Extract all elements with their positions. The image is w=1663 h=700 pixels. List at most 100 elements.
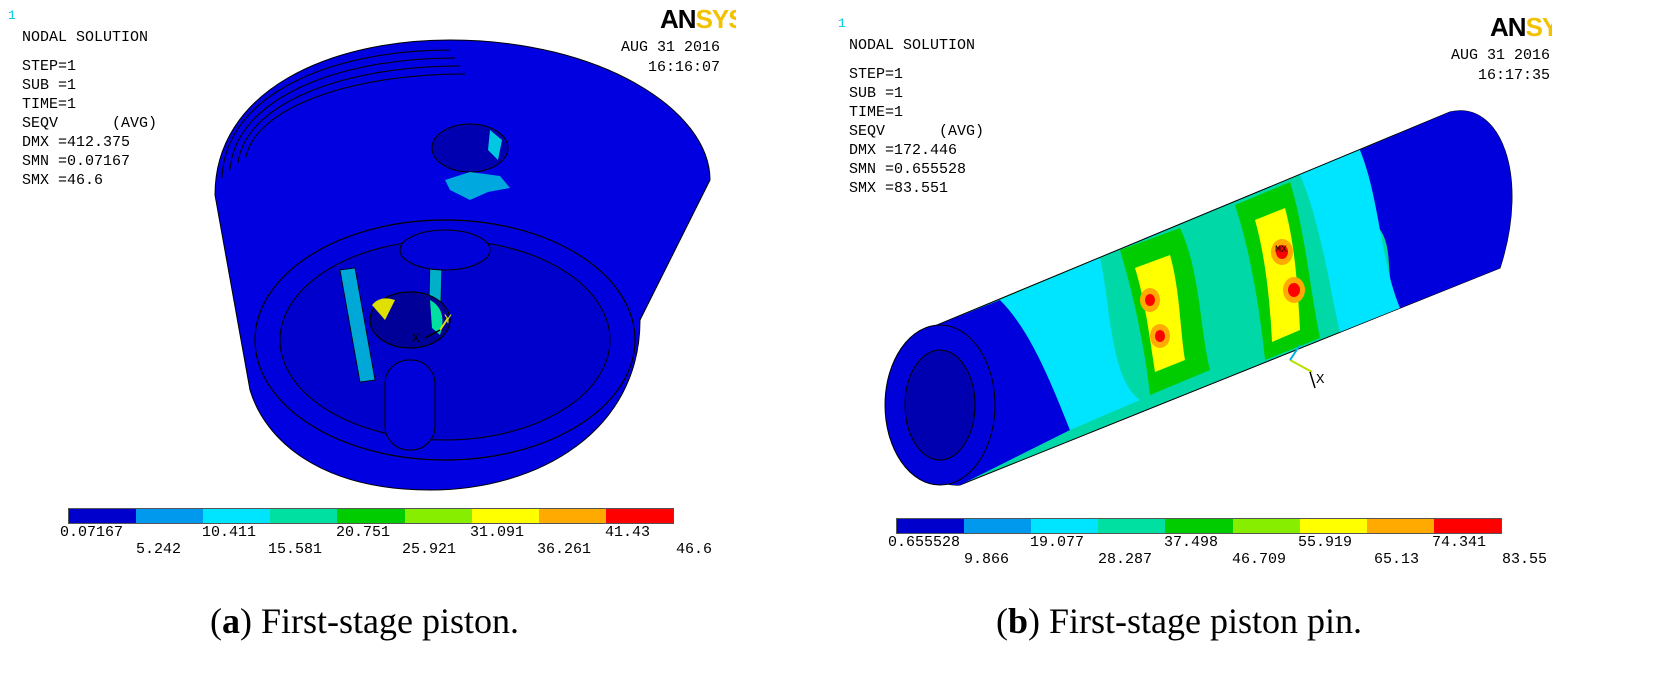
legend-label: 10.411 bbox=[202, 524, 257, 541]
hotspot-right-1-core bbox=[1276, 245, 1288, 259]
ring-groove-2 bbox=[229, 57, 456, 171]
legend-label: 36.261 bbox=[537, 541, 592, 558]
legend-label: 0.07167 bbox=[60, 524, 124, 541]
axis-label-x: X bbox=[412, 331, 420, 346]
axis-label-x: X bbox=[1316, 372, 1325, 388]
mx-marker: MX bbox=[1275, 245, 1287, 256]
time-label: TIME=1 bbox=[849, 104, 904, 121]
axis-line-x bbox=[424, 329, 441, 339]
time-label: TIME=1 bbox=[22, 96, 77, 113]
solution-title: NODAL SOLUTION bbox=[22, 29, 149, 46]
logo-part-b: SY bbox=[1525, 12, 1552, 42]
legend-label: 0.655528 bbox=[888, 534, 961, 551]
legend-label: 46.709 bbox=[1232, 551, 1287, 568]
legend-label: 25.921 bbox=[402, 541, 457, 558]
legend-band-4 bbox=[270, 509, 338, 523]
hotspot-left-1-core bbox=[1145, 294, 1155, 306]
smx-label: SMX =83.551 bbox=[849, 180, 949, 197]
cyan-band-right bbox=[1300, 150, 1400, 332]
contour-legend-bar bbox=[896, 518, 1502, 534]
legend-label: 55.919 bbox=[1298, 534, 1353, 551]
side-hole-stress bbox=[445, 172, 510, 200]
legend-label: 46.6 bbox=[676, 541, 713, 558]
legend-band-4 bbox=[1098, 519, 1166, 533]
logo-part-a: AN bbox=[660, 4, 697, 34]
window-number: 1 bbox=[838, 16, 846, 31]
legend-band-8 bbox=[1366, 519, 1434, 533]
cyan-band-left bbox=[1000, 258, 1140, 430]
panel-first-stage-piston: 1 NODAL SOLUTION STEP=1 SUB =1 TIME=1 SE… bbox=[0, 0, 800, 641]
dmx-label: DMX =412.375 bbox=[22, 134, 131, 151]
step-label: STEP=1 bbox=[22, 58, 77, 75]
sub-label: SUB =1 bbox=[849, 85, 904, 102]
caption-text: First-stage piston. bbox=[252, 601, 519, 641]
caption-a: (a) First-stage piston. bbox=[210, 601, 519, 641]
legend-band-6 bbox=[1232, 519, 1300, 533]
legend-label: 9.866 bbox=[964, 551, 1010, 568]
legend-label: 20.751 bbox=[336, 524, 391, 541]
legend-band-5 bbox=[337, 509, 405, 523]
legend-label: 74.341 bbox=[1432, 534, 1487, 551]
legend-band-3 bbox=[1031, 519, 1099, 533]
dmx-label: DMX =172.446 bbox=[849, 142, 958, 159]
legend-band-2 bbox=[964, 519, 1032, 533]
legend-band-9 bbox=[605, 509, 673, 523]
axis-line-a bbox=[1289, 359, 1313, 373]
time-text: 16:16:07 bbox=[647, 59, 720, 76]
legend-band-9 bbox=[1433, 519, 1501, 533]
legend-band-3 bbox=[203, 509, 271, 523]
legend-label: 5.242 bbox=[136, 541, 182, 558]
date-text: AUG 31 2016 bbox=[1450, 47, 1550, 64]
legend-label: 41.43 bbox=[605, 524, 651, 541]
legend-label: 83.55 bbox=[1502, 551, 1548, 568]
solution-title: NODAL SOLUTION bbox=[849, 37, 976, 54]
axis-line-x bbox=[1309, 371, 1316, 389]
bore-stress-zone bbox=[372, 298, 395, 320]
bore-stress-zone-2 bbox=[430, 300, 443, 335]
yellow-core-right bbox=[1255, 208, 1300, 342]
smx-label: SMX =46.6 bbox=[22, 172, 104, 189]
caption-letter: a bbox=[222, 601, 240, 641]
legend-label: 31.091 bbox=[470, 524, 525, 541]
piston-pin-model: MX X bbox=[884, 110, 1513, 486]
logo-part-b: SYS bbox=[695, 4, 736, 34]
caption-text: First-stage piston pin. bbox=[1040, 601, 1363, 641]
pin-boss-upper bbox=[399, 229, 491, 271]
legend-band-2 bbox=[136, 509, 204, 523]
ansys-logo: ANSY bbox=[1490, 12, 1552, 43]
legend-label: 15.581 bbox=[268, 541, 323, 558]
blue-zone-right bbox=[1360, 110, 1512, 308]
panel-first-stage-piston-pin: 1 NODAL SOLUTION STEP=1 SUB =1 TIME=1 SE… bbox=[838, 0, 1663, 641]
legend-label: 65.13 bbox=[1374, 551, 1420, 568]
ring-groove-3 bbox=[237, 65, 461, 164]
legend-band-5 bbox=[1165, 519, 1233, 533]
seqv-label: SEQV (AVG) bbox=[22, 115, 158, 132]
inner-rib-left bbox=[339, 267, 376, 383]
seqv-label: SEQV (AVG) bbox=[849, 123, 985, 140]
caption-b: (b) First-stage piston pin. bbox=[996, 601, 1363, 641]
legend-band-8 bbox=[538, 509, 606, 523]
legend-band-7 bbox=[1299, 519, 1367, 533]
pin-bore bbox=[904, 349, 976, 461]
hotspot-left-2-core bbox=[1155, 330, 1165, 342]
axis-line-y bbox=[439, 317, 449, 331]
timestamp: AUG 31 2016 16:16:07 bbox=[590, 38, 720, 78]
window-number: 1 bbox=[8, 8, 16, 23]
legend-label: 37.498 bbox=[1164, 534, 1219, 551]
legend-band-1 bbox=[69, 509, 137, 523]
legend-label: 19.077 bbox=[1030, 534, 1085, 551]
legend-label: 28.287 bbox=[1098, 551, 1153, 568]
axis-line-b bbox=[1289, 344, 1301, 361]
legend-band-6 bbox=[404, 509, 472, 523]
timestamp: AUG 31 2016 16:17:35 bbox=[1420, 46, 1550, 86]
time-text: 16:17:35 bbox=[1477, 67, 1550, 84]
caption-letter: b bbox=[1008, 601, 1029, 641]
date-text: AUG 31 2016 bbox=[620, 39, 720, 56]
legend-band-1 bbox=[897, 519, 965, 533]
logo-part-a: AN bbox=[1490, 12, 1527, 42]
axis-label-y: Y bbox=[444, 312, 452, 327]
pin-boss-lower bbox=[384, 359, 436, 451]
smn-label: SMN =0.07167 bbox=[22, 153, 131, 170]
contour-legend-bar bbox=[68, 508, 674, 524]
step-label: STEP=1 bbox=[849, 66, 904, 83]
